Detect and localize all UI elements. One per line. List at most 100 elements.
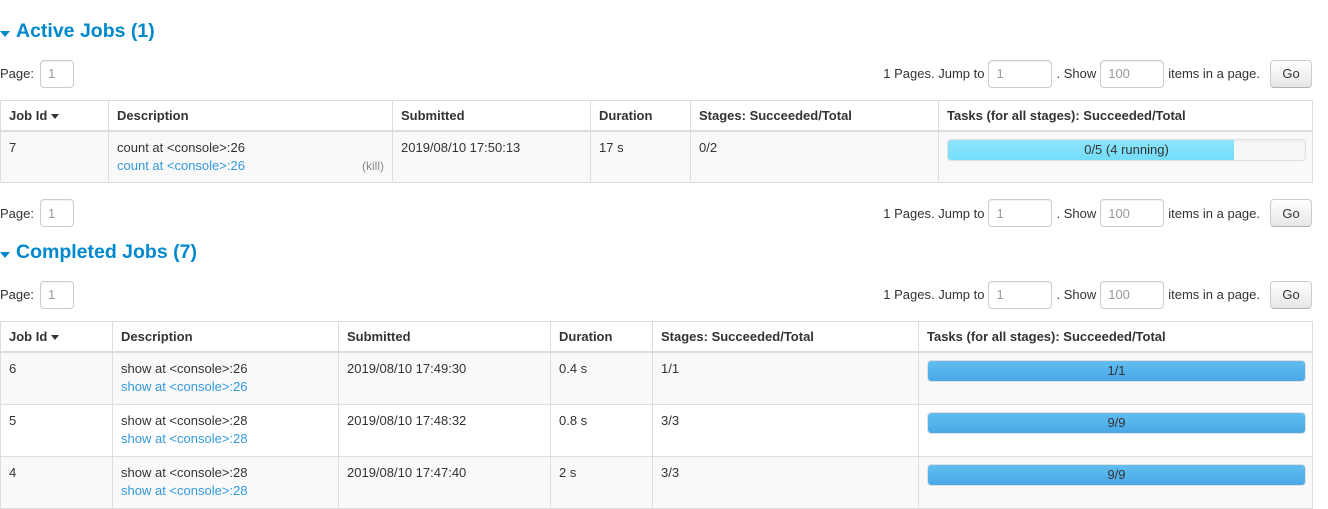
column-header-tasks[interactable]: Tasks (for all stages): Succeeded/Total (918, 321, 1313, 353)
show-label: . Show (1056, 66, 1097, 81)
cell-description: show at <console>:26 show at <console>:26 (112, 351, 339, 405)
column-header-description[interactable]: Description (112, 321, 339, 353)
column-header-submitted[interactable]: Submitted (392, 100, 591, 132)
table-row: 6 show at <console>:26 show at <console>:2… (0, 351, 1313, 405)
column-label: Description (117, 107, 189, 123)
cell-description: count at <console>:26 count at <console>… (108, 129, 393, 183)
job-description-text: show at <console>:28 (121, 464, 248, 480)
cell-submitted: 2019/08/10 17:49:30 (338, 351, 551, 405)
show-items-input[interactable] (1100, 280, 1165, 309)
page-label: Page: (0, 287, 34, 303)
table-header-row: Job Id Description Submitted Duration St… (0, 100, 1313, 132)
items-in-page-label: items in a page. (1168, 205, 1260, 221)
cell-submitted: 2019/08/10 17:48:32 (338, 403, 551, 457)
page-input[interactable] (39, 59, 74, 88)
cell-job-id: 4 (0, 455, 113, 509)
cell-tasks: 1/1 (918, 351, 1313, 405)
show-items-input[interactable] (1100, 199, 1165, 228)
column-label: Stages: Succeeded/Total (661, 328, 814, 344)
go-button[interactable]: Go (1270, 59, 1312, 88)
cell-description: show at <console>:28 show at <console>:28 (112, 455, 339, 509)
active-jobs-title: Active Jobs (1) (16, 20, 155, 42)
cell-job-id: 6 (0, 351, 113, 405)
active-jobs-heading[interactable]: Active Jobs (1) (0, 20, 1328, 42)
column-label: Tasks (for all stages): Succeeded/Total (927, 328, 1166, 344)
show-label: . Show (1056, 205, 1097, 221)
go-button[interactable]: Go (1270, 199, 1312, 228)
completed-jobs-title: Completed Jobs (7) (16, 241, 197, 264)
task-progress-label: 0/5 (4 running) (1084, 141, 1169, 157)
column-header-job-id[interactable]: Job Id (0, 321, 113, 353)
completed-jump-group-top: 1 Pages. Jump to . Show items in a page.… (879, 280, 1312, 309)
table-row: 5 show at <console>:28 show at <console>:2… (0, 403, 1313, 457)
pages-jump-label: 1 Pages. Jump to (883, 287, 985, 303)
caret-down-icon (0, 30, 10, 37)
cell-job-id: 5 (0, 403, 113, 457)
cell-tasks: 9/9 (918, 403, 1313, 457)
table-header-row: Job Id Description Submitted Duration St… (0, 321, 1313, 353)
column-label: Submitted (401, 107, 465, 123)
column-label: Stages: Succeeded/Total (699, 107, 852, 123)
pages-jump-label: 1 Pages. Jump to (883, 66, 985, 81)
active-page-group-top: Page: (0, 59, 74, 88)
active-jobs-table: Job Id Description Submitted Duration St… (0, 99, 1313, 184)
page-label: Page: (0, 66, 34, 81)
job-description-text: show at <console>:28 (121, 412, 248, 428)
task-progress-fill (928, 412, 1305, 433)
job-description-link[interactable]: count at <console>:26 (117, 157, 245, 173)
column-label: Duration (559, 328, 613, 344)
items-in-page-label: items in a page. (1168, 66, 1260, 81)
active-page-group-bottom: Page: (0, 199, 74, 228)
job-description-text: show at <console>:26 (121, 360, 248, 376)
job-description-link[interactable]: show at <console>:26 (121, 379, 248, 395)
column-header-description[interactable]: Description (108, 100, 393, 132)
jump-to-input[interactable] (988, 59, 1053, 88)
column-header-submitted[interactable]: Submitted (338, 321, 551, 353)
pages-jump-label: 1 Pages. Jump to (883, 205, 985, 221)
jump-to-input[interactable] (988, 199, 1053, 228)
task-progress-bar: 1/1 (927, 359, 1306, 382)
caret-down-icon (0, 252, 10, 259)
column-header-stages[interactable]: Stages: Succeeded/Total (690, 100, 939, 132)
cell-duration: 2 s (550, 455, 653, 509)
cell-stages: 3/3 (652, 403, 919, 457)
cell-tasks: 9/9 (918, 455, 1313, 509)
page-input[interactable] (39, 280, 74, 309)
column-header-duration[interactable]: Duration (550, 321, 653, 353)
column-label: Submitted (347, 328, 411, 344)
table-row: 7 count at <console>:26 count at <consol… (0, 129, 1313, 183)
active-jump-group-bottom: 1 Pages. Jump to . Show items in a page.… (879, 199, 1312, 228)
column-header-tasks[interactable]: Tasks (for all stages): Succeeded/Total (938, 100, 1313, 132)
page-label: Page: (0, 205, 34, 221)
task-progress-label: 9/9 (1107, 466, 1126, 482)
completed-jobs-heading[interactable]: Completed Jobs (7) (0, 243, 1328, 263)
items-in-page-label: items in a page. (1168, 287, 1260, 303)
completed-page-group-top: Page: (0, 280, 74, 309)
column-header-job-id[interactable]: Job Id (0, 100, 109, 132)
jump-to-input[interactable] (988, 280, 1053, 309)
column-label: Duration (599, 107, 653, 123)
completed-jobs-table: Job Id Description Submitted Duration St… (0, 320, 1313, 509)
task-progress-bar: 0/5 (4 running) (947, 138, 1306, 161)
job-description-text: count at <console>:26 (117, 139, 245, 155)
column-header-stages[interactable]: Stages: Succeeded/Total (652, 321, 919, 353)
show-items-input[interactable] (1100, 59, 1165, 88)
go-button[interactable]: Go (1270, 280, 1312, 309)
cell-stages: 1/1 (652, 351, 919, 405)
column-label: Job Id (9, 328, 48, 344)
page-input[interactable] (39, 199, 74, 228)
cell-tasks: 0/5 (4 running) (938, 129, 1313, 183)
cell-duration: 17 s (590, 129, 691, 183)
task-progress-bar: 9/9 (927, 411, 1306, 434)
column-label: Job Id (9, 107, 48, 123)
column-header-duration[interactable]: Duration (590, 100, 691, 132)
cell-submitted: 2019/08/10 17:50:13 (392, 129, 591, 183)
cell-submitted: 2019/08/10 17:47:40 (338, 455, 551, 509)
job-description-link[interactable]: show at <console>:28 (121, 483, 248, 499)
kill-job-link[interactable]: (kill) (362, 158, 384, 173)
task-progress-label: 1/1 (1107, 362, 1126, 378)
job-description-link[interactable]: show at <console>:28 (121, 431, 248, 447)
cell-description: show at <console>:28 show at <console>:28 (112, 403, 339, 457)
task-progress-bar: 9/9 (927, 463, 1306, 486)
